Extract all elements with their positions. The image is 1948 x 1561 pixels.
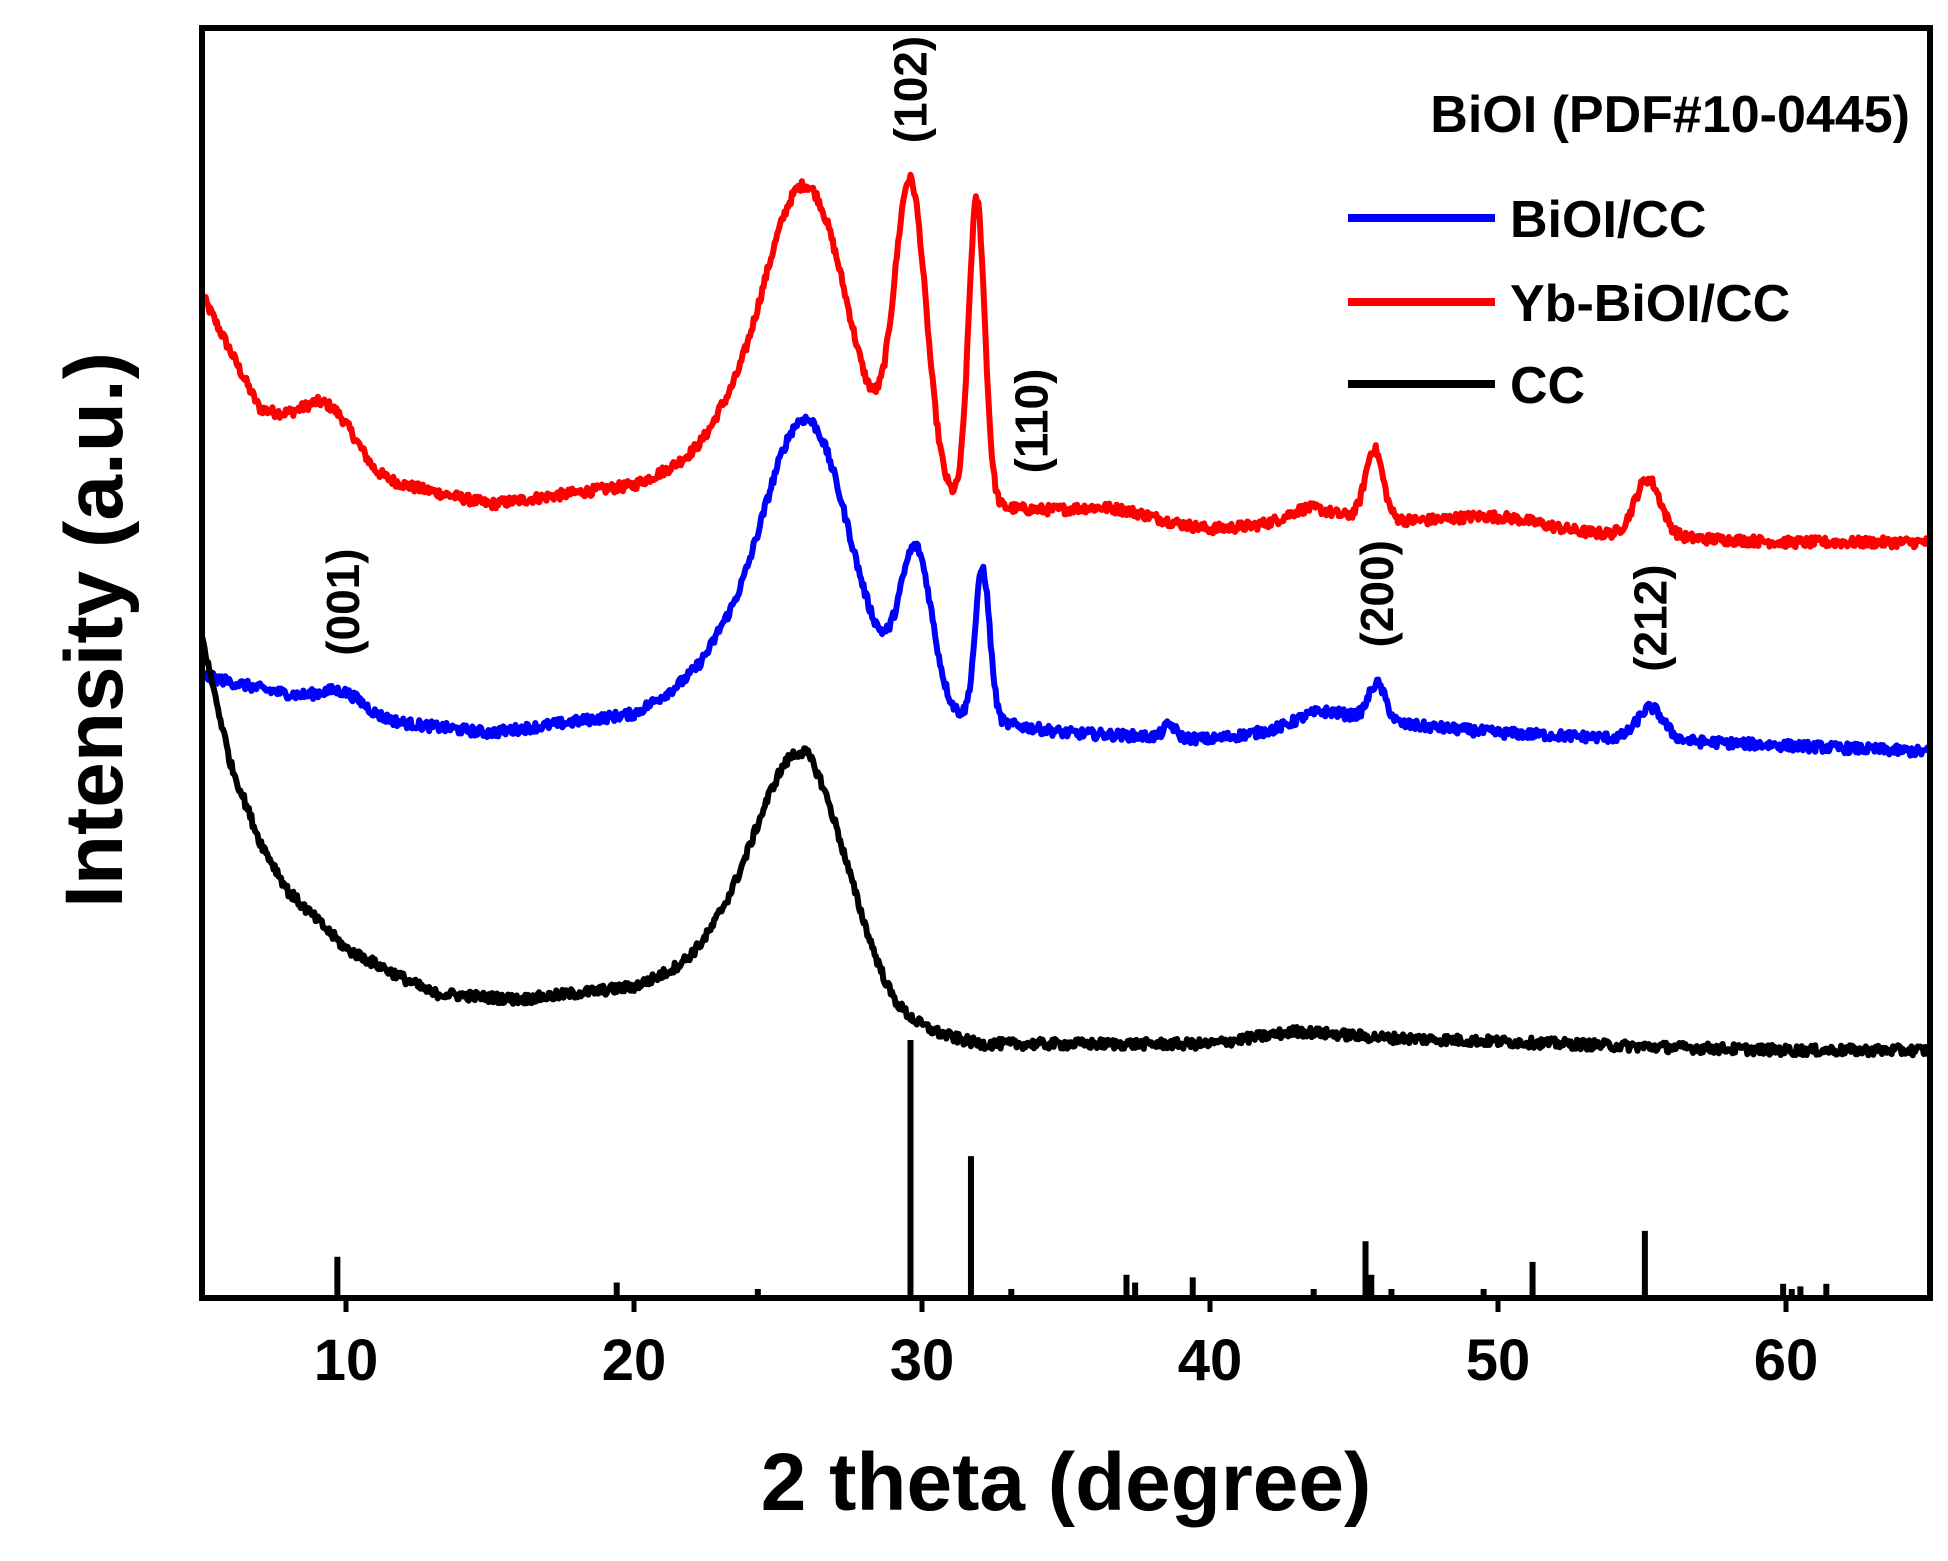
peak-label-200: (200) xyxy=(1351,540,1403,647)
legend-label-cc: CC xyxy=(1510,357,1585,415)
peak-annotations: (001) (102) (110) (200) (212) xyxy=(317,36,1677,672)
x-axis-ticks: 10 20 30 40 50 60 xyxy=(314,1298,1819,1393)
series-line-yb-bioi-cc xyxy=(199,171,1932,551)
peak-label-001: (001) xyxy=(317,548,369,655)
legend-label-bioi-cc: BiOI/CC xyxy=(1510,191,1706,249)
data-series xyxy=(199,171,1933,1059)
series-line-cc xyxy=(199,635,1933,1059)
x-tick-label: 60 xyxy=(1754,1328,1819,1393)
x-tick-label: 30 xyxy=(890,1328,955,1393)
x-tick-label: 20 xyxy=(602,1328,667,1393)
legend: BiOI (PDF#10-0445) BiOI/CC Yb-BiOI/CC CC xyxy=(1348,86,1910,415)
peak-label-102: (102) xyxy=(885,36,937,143)
x-tick-label: 10 xyxy=(314,1328,379,1393)
legend-title: BiOI (PDF#10-0445) xyxy=(1430,86,1910,144)
peak-label-110: (110) xyxy=(1005,369,1057,474)
plot-frame xyxy=(199,25,1933,1301)
legend-label-yb-bioi-cc: Yb-BiOI/CC xyxy=(1510,275,1790,333)
series-line-bioi-cc xyxy=(199,413,1933,759)
x-tick-label: 40 xyxy=(1178,1328,1243,1393)
x-axis-title: 2 theta (degree) xyxy=(761,1437,1372,1528)
peak-label-212: (212) xyxy=(1625,564,1677,671)
y-axis-title: Intensity (a.u.) xyxy=(49,352,140,908)
x-tick-label: 50 xyxy=(1466,1328,1531,1393)
reference-lines xyxy=(334,1040,1830,1298)
